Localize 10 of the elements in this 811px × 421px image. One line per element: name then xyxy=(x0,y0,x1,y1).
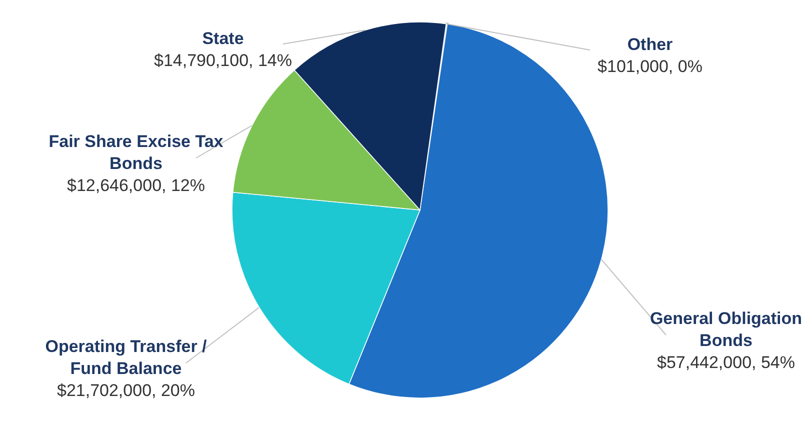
slice-label: Operating Transfer / Fund Balance xyxy=(45,337,208,378)
data-label: $101,000, 0% xyxy=(598,57,702,76)
data-label: $14,790,100, 14% xyxy=(154,51,292,70)
slice-label: State xyxy=(202,29,244,48)
slice-label: Fair Share Excise Tax Bonds xyxy=(48,132,224,173)
data-label: $21,702,000, 20% xyxy=(56,381,196,400)
data-label: $57,442,000, 54% xyxy=(656,353,796,372)
slice-label: General Obligation Bonds xyxy=(650,309,802,350)
slice-label: Other xyxy=(627,35,674,54)
data-label: $12,646,000, 12% xyxy=(66,176,206,195)
